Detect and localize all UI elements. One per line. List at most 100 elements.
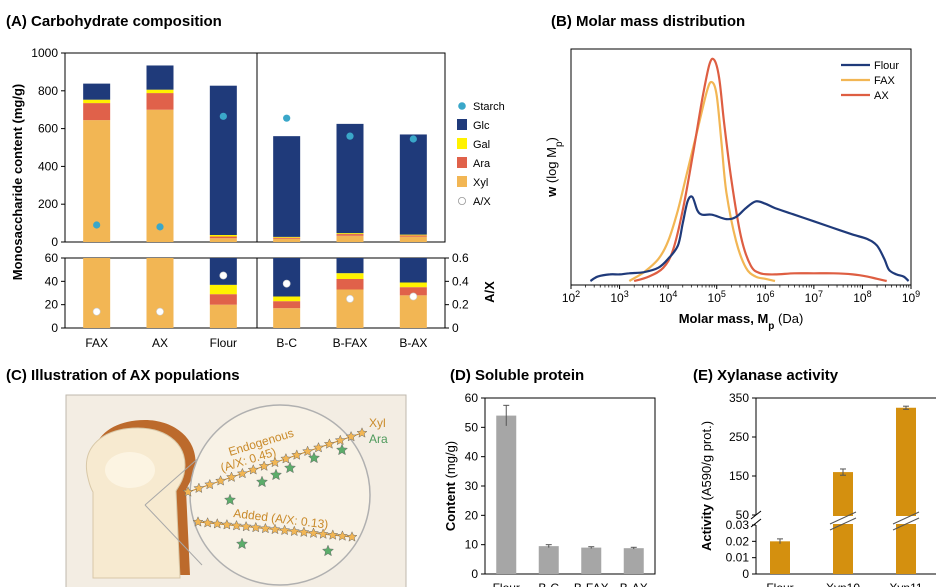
panel-a-bottom-tick-label: 60 [45,251,59,265]
panel-d-tick-label: 50 [465,420,479,434]
ax-ratio-point-flour [219,271,228,280]
xyl-unit-star [240,520,252,532]
bar-segment-glc-fax [83,83,111,100]
panel-a-bars-top [83,65,427,242]
panel-e-tick-label: 0 [742,567,749,581]
panel-a-top-tick-label: 800 [38,84,58,98]
panel-b-tick-label: 106 [756,289,774,305]
legend-swatch-xyl [457,176,467,187]
protein-bar-flour [496,415,517,574]
panel-b-ylabel-sub: p [554,141,565,147]
panel-e-xylanase-activity: (E) Xylanase activity Activity (A590/g p… [693,367,936,587]
panel-a-bottom-tick-label: 20 [45,298,59,312]
bar-segment-zoom-xyl-flour [209,304,237,328]
starch-point-ax [156,223,164,231]
xyl-unit-star [193,482,205,494]
bar-segment-zoom-ara-b-fax [336,279,364,290]
activity-bar-break-mark [892,511,920,525]
panel-a-right-tick-label: 0 [452,321,459,335]
panel-d-ylabel-bold: Content [443,481,458,531]
panel-a-top-tick-label: 600 [38,122,58,136]
ax-chains [182,427,368,557]
xyl-unit-star [182,486,194,497]
legend-swatch-gal [457,138,467,149]
panel-a-bottom-tick-label: 40 [45,274,59,288]
panel-a-right-tick-label: 0.6 [452,251,469,265]
panel-d-tick-label: 10 [465,538,479,552]
panel-e-ylabel: Activity (A590/g prot.) [699,421,714,551]
protein-category-label: B-AX [620,581,648,587]
xyl-unit-star [356,427,368,438]
bar-segment-gal-b-c [273,236,301,238]
panel-d-tick-label: 30 [465,479,479,493]
legend-label-xyl: Xyl [473,177,488,189]
panel-b-ylabel-w: w [544,186,559,198]
protein-bar-b-c [538,546,559,574]
activity-category-label: Xyn10 [826,581,860,587]
bar-segment-ara-flour [209,236,237,239]
bar-segment-glc-ax [146,65,174,90]
panel-a-legend: Starch Glc Gal Ara Xyl A/X [457,101,505,208]
panel-d-content: 0 10 20 30 40 50 60 Flour B-C B-FAX B-AX [465,391,648,587]
xyl-unit-star [312,441,325,453]
panel-e-content: 50 150 250 350 0 0.01 0.02 0.03 Flour Xyn10 Xyn11 [726,391,923,587]
xyl-unit-star [230,519,243,531]
panel-d-ylabel: Content (mg/g) [443,441,458,531]
bar-segment-zoom-xyl-b-ax [399,295,427,328]
panel-b-frame [570,48,912,286]
legend-xyl-label: Xyl [369,416,386,430]
xyl-unit-star [247,464,259,475]
xyl-unit-star [259,522,271,534]
xyl-unit-star [250,521,262,533]
panel-a-top-frame [64,52,446,243]
protein-category-label: Flour [493,581,520,587]
panel-b-ylabel-rest: (log M [544,147,559,187]
xyl-unit-star [336,530,348,541]
bar-segment-zoom-glc-flour [209,258,237,285]
panel-b-lines [589,57,910,283]
bar-segment-zoom-xyl-fax [83,258,111,328]
panel-e-title: (E) Xylanase activity [693,367,839,384]
ara-unit-star [255,475,269,488]
legend-ara-label: Ara [369,432,388,446]
panel-e-tick-label: 0.03 [726,518,750,532]
ax-ratio-point-b-fax [346,294,354,303]
panel-c-title: (C) Illustration of AX populations [6,367,240,384]
legend-swatch-ax [457,196,466,205]
bar-segment-xyl-b-c [273,238,301,242]
panel-b-ylabel: w (log Mp) [544,137,565,198]
bar-segment-glc-b-c [273,136,301,237]
panel-b-tick-label: 108 [853,289,871,305]
zoom-line-bottom [144,504,203,566]
panel-c-illustration: (C) Illustration of AX populations Endog… [6,367,407,587]
panel-b-xlabel-main: Molar mass, M [679,311,769,326]
starch-point-b-c [283,114,291,122]
xyl-unit-star [298,526,310,538]
legend-swatch-glc [457,119,467,130]
starch-point-b-fax [346,132,354,140]
bar-segment-gal-flour [209,235,237,237]
bar-segment-xyl-b-ax [399,236,427,242]
panel-a-ylabel: Monosaccharide content (mg/g) [10,84,25,280]
panel-a-right-tick-label: 0.4 [452,274,469,288]
panel-b-tick-label: 104 [659,289,677,305]
legend-label-gal: Gal [473,139,490,151]
legend-swatch-starch [458,102,466,110]
xyl-unit-star [221,518,233,530]
bar-segment-xyl-b-fax [336,235,364,242]
xyl-unit-star [211,518,223,529]
xyl-unit-star [269,456,281,468]
bread-slice-image [86,420,196,579]
ara-unit-star [283,461,297,474]
bar-segment-gal-b-ax [399,234,427,236]
activity-bar-break-mark [892,517,920,531]
bar-segment-gal-ax [146,89,174,94]
bar-segment-ara-ax [146,93,174,110]
legend-label-starch: Starch [473,101,505,113]
bar-segment-glc-b-fax [336,123,364,234]
xyl-unit-star [334,434,346,446]
panel-e-tick-label: 350 [729,391,749,405]
ax-ratio-point-b-c [282,279,291,288]
legend-label-ax: AX [874,90,889,102]
